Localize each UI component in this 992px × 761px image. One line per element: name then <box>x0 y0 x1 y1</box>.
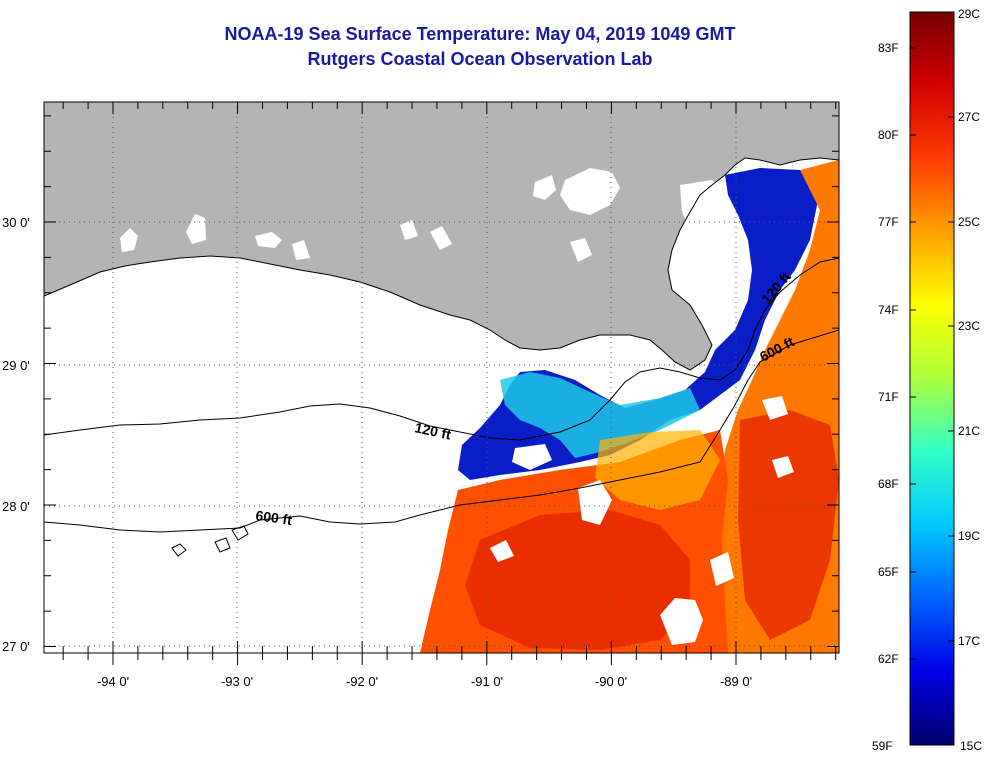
sst-hot-core <box>738 410 839 640</box>
land-cloud-patch <box>570 238 592 262</box>
ocean-cloud-patch <box>490 540 514 562</box>
lat-label: 27 0' <box>2 639 30 654</box>
colorbar-c-label: 15C <box>960 739 982 753</box>
lon-label: -94 0' <box>97 674 129 689</box>
colorbar-f-label: 65F <box>878 565 899 579</box>
colorbar-f-label: 80F <box>878 128 899 142</box>
map-subtitle: Rutgers Coastal Ocean Observation Lab <box>307 49 653 69</box>
ocean-cloud-patch <box>660 598 703 645</box>
colorbar <box>909 11 955 746</box>
land-cloud-patch <box>120 228 138 252</box>
land-cloud-patch <box>292 240 310 260</box>
contour-islet <box>171 525 249 557</box>
colorbar-c-label: 29C <box>958 7 980 21</box>
lon-label: -91 0' <box>471 674 503 689</box>
colorbar-f-label: 77F <box>878 215 899 229</box>
sst-moderate-water <box>595 430 720 510</box>
lon-label: -90 0' <box>595 674 627 689</box>
ocean-cloud-patch <box>762 396 788 420</box>
colorbar-c-label: 19C <box>958 529 980 543</box>
lon-label: -89 0' <box>720 674 752 689</box>
colorbar-f-label: 83F <box>878 41 899 55</box>
contour-120ft-west <box>44 349 749 441</box>
colorbar-f-label: 71F <box>878 390 899 404</box>
colorbar-c-label: 21C <box>958 424 980 438</box>
sst-cool-water <box>500 372 700 458</box>
longitude-labels: -94 0' -93 0' -92 0' -91 0' -90 0' -89 0… <box>97 674 752 689</box>
ocean-cloud-patch <box>710 552 734 586</box>
colorbar-f-label: 74F <box>878 303 899 317</box>
contour-label: 600 ft <box>255 507 294 528</box>
sst-hot-core <box>465 510 690 650</box>
lat-label: 28 0' <box>2 499 30 514</box>
land-cloud-patch <box>560 168 620 215</box>
land-cloud-patch <box>186 214 206 244</box>
lon-label: -93 0' <box>221 674 253 689</box>
colorbar-fahrenheit-labels: 83F 80F 77F 74F 71F 68F 65F 62F 59F <box>872 41 899 753</box>
ocean-cloud-patch <box>578 480 612 525</box>
colorbar-f-label: 62F <box>878 652 899 666</box>
ocean-cloud-patch <box>512 444 552 470</box>
map-border <box>43 101 840 654</box>
contour-120ft-east <box>747 257 839 351</box>
colorbar-c-label: 23C <box>958 319 980 333</box>
lat-label: 30 0' <box>2 215 30 230</box>
contour-600ft <box>44 329 839 533</box>
land-cloud-patch <box>400 220 418 240</box>
ocean-cloud-patch <box>772 456 794 478</box>
colorbar-f-label: 68F <box>878 477 899 491</box>
land-cloud-patch <box>430 226 452 250</box>
land-cloud-patch <box>255 232 282 248</box>
lon-label: -92 0' <box>346 674 378 689</box>
lat-label: 29 0' <box>2 358 30 373</box>
coastline <box>44 157 839 371</box>
colorbar-c-label: 27C <box>958 110 980 124</box>
colorbar-f-label: 59F <box>872 739 893 753</box>
axis-ticks <box>44 102 839 665</box>
colorbar-c-label: 25C <box>958 215 980 229</box>
grid-lines <box>44 102 839 653</box>
colorbar-ticks <box>910 47 954 660</box>
colorbar-celsius-labels: 29C 27C 25C 23C 21C 19C 17C 15C <box>958 7 982 753</box>
map-title: NOAA-19 Sea Surface Temperature: May 04,… <box>224 24 736 44</box>
contour-label: 120 ft <box>413 419 452 442</box>
latitude-labels: 30 0' 29 0' 28 0' 27 0' <box>2 215 30 654</box>
land-cloud-patch <box>533 175 556 200</box>
colorbar-c-label: 17C <box>958 634 980 648</box>
land-cloud-patch <box>680 180 735 255</box>
